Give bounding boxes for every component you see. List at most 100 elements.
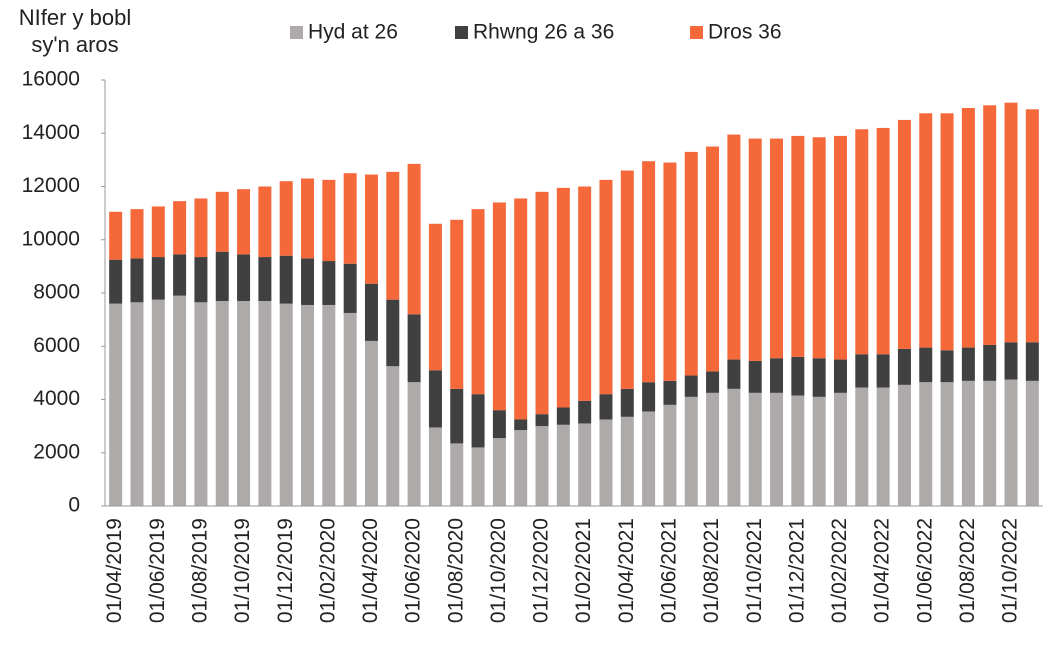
bar-segment: [322, 261, 336, 305]
bar-segment: [535, 414, 549, 427]
bar-segment: [919, 113, 933, 348]
bar-segment: [194, 198, 208, 258]
x-tick-label: 01/06/2021: [657, 518, 680, 623]
bar-segment: [556, 424, 570, 506]
bar-segment: [620, 170, 634, 389]
bar-segment: [642, 411, 656, 506]
bar-segment: [748, 392, 762, 506]
x-tick-label: 01/04/2021: [615, 518, 638, 623]
bar-segment: [897, 384, 911, 506]
bar-segment: [343, 263, 357, 313]
legend-label: Dros 36: [708, 21, 782, 44]
bar-segment: [1025, 342, 1039, 381]
x-tick-label: 01/08/2022: [956, 518, 979, 623]
bar-segment: [322, 179, 336, 262]
y-tick-label: 14000: [22, 121, 80, 144]
bar-segment: [343, 173, 357, 264]
bar-segment: [940, 350, 954, 383]
bar-segment: [770, 392, 784, 506]
bar-segment: [684, 151, 698, 376]
bar-segment: [727, 359, 741, 389]
bar-segment: [876, 387, 890, 506]
bar-segment: [727, 134, 741, 360]
bar-segment: [492, 438, 506, 506]
bar-segment: [663, 162, 677, 381]
x-tick-label: 01/10/2019: [231, 518, 254, 623]
x-tick-label: 01/04/2020: [359, 518, 382, 623]
bar-segment: [130, 209, 144, 259]
legend-label: Rhwng 26 a 36: [473, 21, 614, 44]
bar-segment: [578, 423, 592, 506]
bar-segment: [855, 129, 869, 355]
bar-segment: [386, 366, 400, 506]
bar-segment: [770, 358, 784, 393]
bar-segment: [364, 340, 378, 506]
bar-segment: [961, 347, 975, 381]
bar-segment: [514, 430, 528, 506]
bar-segment: [1025, 380, 1039, 506]
bar-segment: [748, 138, 762, 361]
bar-segment: [471, 209, 485, 395]
x-tick-label: 01/06/2019: [146, 518, 169, 623]
x-tick-label: 01/04/2022: [871, 518, 894, 623]
x-tick-label: 01/10/2021: [743, 518, 766, 623]
bar-segment: [812, 396, 826, 506]
bar-segment: [642, 382, 656, 412]
bar-segment: [1004, 342, 1018, 380]
bar-segment: [514, 419, 528, 431]
bar-segment: [322, 304, 336, 506]
bar-segment: [556, 407, 570, 425]
bar-segment: [983, 105, 997, 345]
bar-segment: [301, 178, 315, 259]
x-tick-label: 01/04/2019: [103, 518, 126, 623]
bar-segment: [578, 186, 592, 401]
bar-segment: [663, 404, 677, 506]
bar-segment: [706, 146, 720, 372]
bar-segment: [684, 375, 698, 397]
bar-segment: [940, 382, 954, 506]
y-tick-label: 0: [68, 494, 80, 517]
bar-segment: [578, 400, 592, 424]
y-tick-label: 6000: [33, 334, 80, 357]
bar-segment: [940, 113, 954, 351]
bar-segment: [343, 312, 357, 506]
bar-segment: [428, 223, 442, 371]
legend-swatch: [690, 26, 703, 39]
x-tick-label: 01/02/2020: [316, 518, 339, 623]
bar-segment: [706, 392, 720, 506]
bar-segment: [279, 255, 293, 304]
x-tick-label: 01/08/2020: [444, 518, 467, 623]
legend-label: Hyd at 26: [308, 21, 398, 44]
y-tick-label: 10000: [22, 227, 80, 250]
bar-segment: [407, 163, 421, 315]
bar-segment: [364, 174, 378, 284]
bar-segment: [897, 119, 911, 349]
x-tick-label: 01/12/2021: [785, 518, 808, 623]
bar-segment: [812, 358, 826, 397]
bar-segment: [855, 387, 869, 506]
bar-segment: [727, 388, 741, 506]
bar-segment: [770, 138, 784, 359]
bar-segment: [194, 257, 208, 303]
bar-segment: [237, 189, 251, 255]
bar-segment: [620, 388, 634, 417]
bar-segment: [535, 426, 549, 506]
bar-segment: [833, 392, 847, 506]
bar-segment: [258, 257, 272, 301]
legend-swatch: [290, 26, 303, 39]
bar-segment: [748, 360, 762, 393]
bar-segment: [364, 283, 378, 341]
bar-segment: [151, 299, 165, 506]
bar-segment: [151, 257, 165, 300]
bar-segment: [855, 354, 869, 388]
bar-segment: [1004, 379, 1018, 506]
bar-segment: [279, 303, 293, 506]
bar-segment: [492, 410, 506, 439]
bar-segment: [279, 181, 293, 256]
bar-segment: [450, 219, 464, 389]
x-tick-label: 01/12/2019: [274, 518, 297, 623]
bar-segment: [1025, 109, 1039, 343]
bar-segment: [492, 202, 506, 411]
